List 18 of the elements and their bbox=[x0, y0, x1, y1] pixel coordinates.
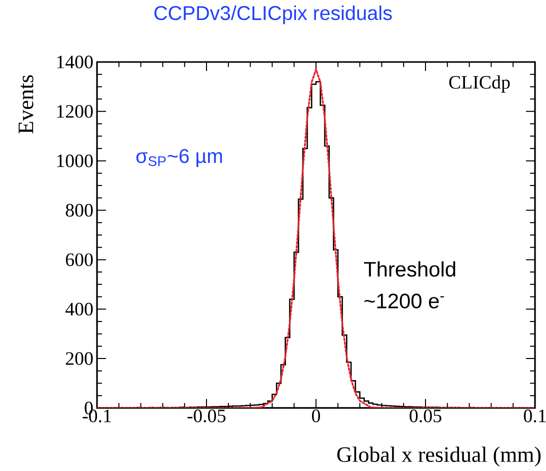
annotation: σ$_{SP}$~6 µm bbox=[136, 148, 222, 168]
chart-title: CCPDv3/CLICpix residuals bbox=[154, 6, 392, 24]
y-tick-label: 1000 bbox=[57, 154, 93, 168]
y-axis-title: Events bbox=[18, 75, 34, 134]
x-tick-label: -0.05 bbox=[187, 410, 226, 422]
x-tick-label: 0 bbox=[312, 410, 320, 422]
y-tick-label: 800 bbox=[66, 204, 93, 217]
annotation: CLICdp bbox=[449, 75, 510, 93]
y-tick-label: 1200 bbox=[57, 105, 93, 118]
x-tick-label: 0.1 bbox=[524, 410, 546, 422]
y-tick-label: 1400 bbox=[57, 56, 93, 68]
annotation: Threshold bbox=[364, 261, 456, 277]
y-tick-label: 400 bbox=[65, 302, 93, 316]
x-tick-label: 0.05 bbox=[410, 410, 442, 422]
annotation: ~1200 e$^{-}$ bbox=[364, 294, 444, 308]
y-tick-label: 200 bbox=[66, 352, 93, 365]
y-tick-label: 600 bbox=[66, 253, 93, 266]
x-axis-title: Global x residual (mm) bbox=[337, 446, 541, 466]
